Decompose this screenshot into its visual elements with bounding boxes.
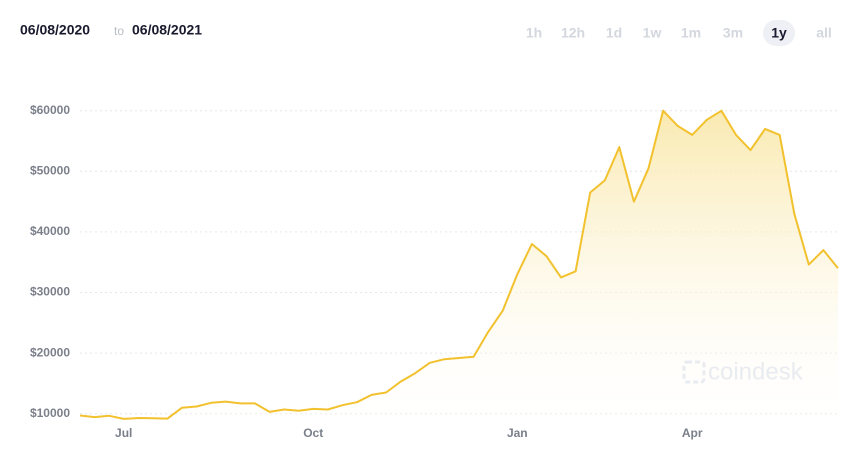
date-to: 06/08/2021 bbox=[132, 22, 202, 38]
range-button[interactable]: 1d bbox=[606, 25, 622, 41]
range-active-bg bbox=[763, 20, 795, 46]
range-button[interactable]: 1y bbox=[771, 25, 787, 41]
date-separator: to bbox=[114, 24, 124, 38]
watermark: coindesk bbox=[708, 358, 804, 385]
y-tick-label: $40000 bbox=[30, 224, 70, 238]
date-from: 06/08/2020 bbox=[20, 22, 90, 38]
x-tick-label: Jul bbox=[115, 426, 132, 440]
y-tick-label: $50000 bbox=[30, 163, 70, 177]
x-tick-label: Jan bbox=[507, 426, 528, 440]
range-button[interactable]: 3m bbox=[723, 25, 743, 41]
x-tick-label: Apr bbox=[682, 426, 703, 440]
y-tick-label: $30000 bbox=[30, 285, 70, 299]
y-tick-label: $60000 bbox=[30, 103, 70, 117]
range-button[interactable]: all bbox=[816, 25, 832, 41]
price-line bbox=[79, 109, 839, 420]
y-tick-label: $10000 bbox=[30, 406, 70, 420]
x-tick-label: Oct bbox=[303, 426, 323, 440]
range-button[interactable]: 12h bbox=[561, 25, 585, 41]
range-button[interactable]: 1m bbox=[681, 25, 701, 41]
area bbox=[80, 110, 838, 421]
watermark-logo bbox=[682, 360, 706, 384]
range-button[interactable]: 1h bbox=[526, 25, 542, 41]
range-selector: 1h 12h 1d 1w 1m 3m 1y all bbox=[526, 20, 832, 46]
y-tick-label: $20000 bbox=[30, 345, 70, 359]
range-button[interactable]: 1w bbox=[643, 25, 662, 41]
